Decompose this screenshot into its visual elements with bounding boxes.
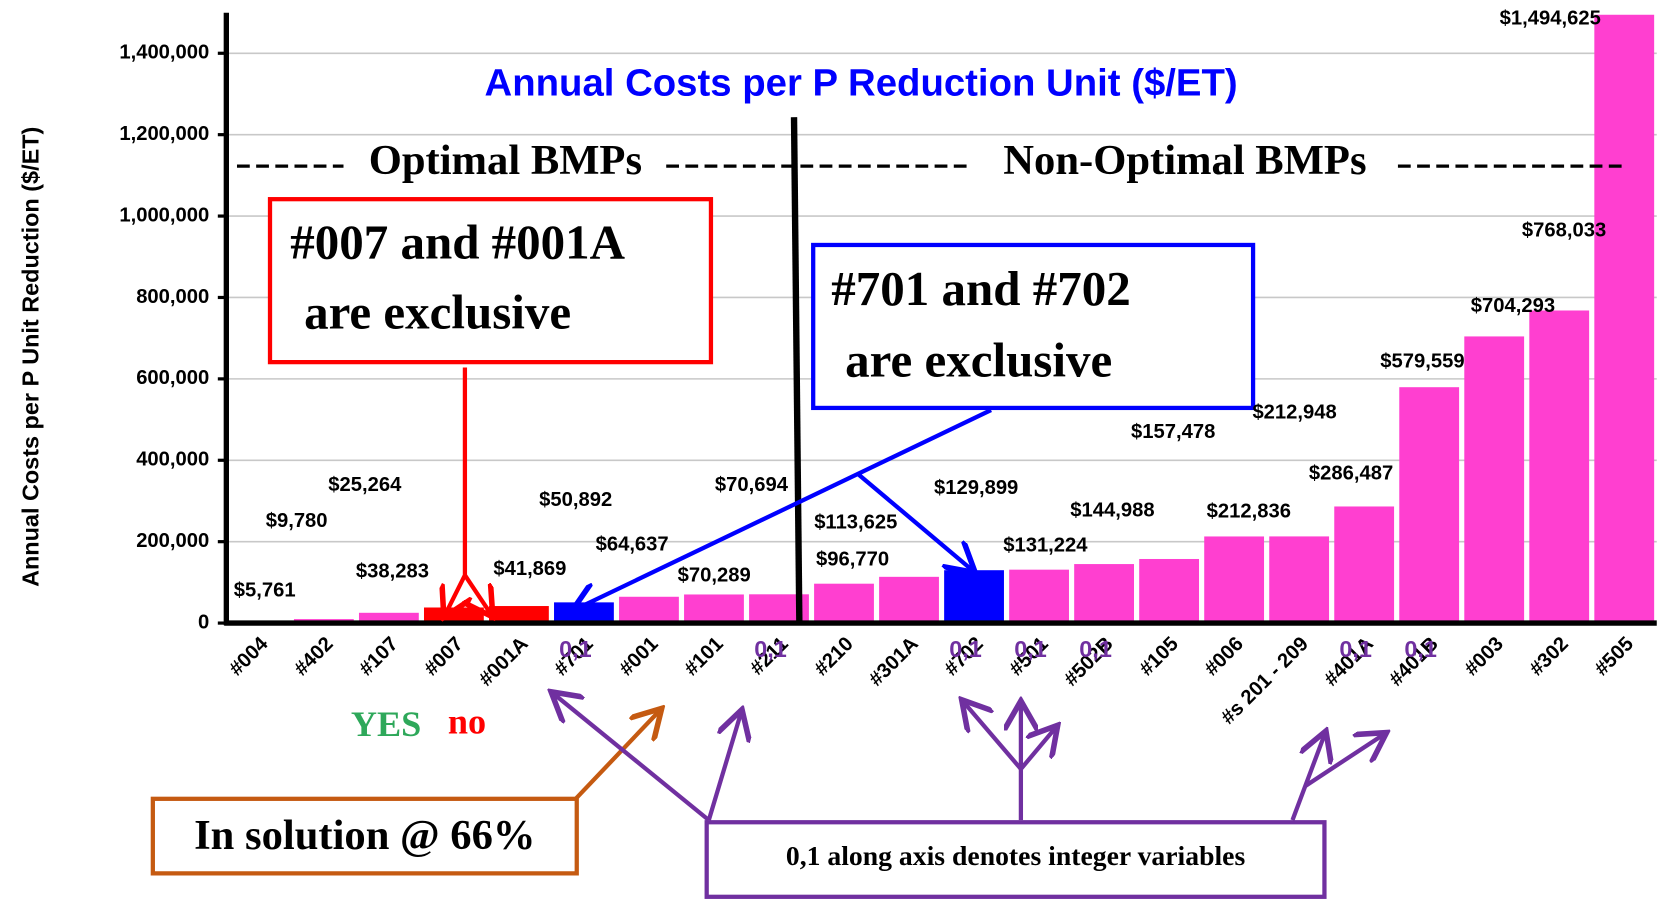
integer-label: 0,1 [559,636,592,662]
integer-box [704,820,1327,899]
bar [1139,558,1200,624]
bar [879,576,939,624]
integer-label: 0,1 [1014,636,1047,662]
non-optimal-label: Non-Optimal BMPs [1003,137,1366,184]
value-label: $5,761 [234,579,296,601]
integer-label: 0,1 [949,636,982,662]
no-label: no [448,702,486,742]
optimal-label: Optimal BMPs [369,137,642,184]
arrow [574,711,659,801]
y-tick-label: 1,200,000 [119,123,209,145]
x-tick-label: #001 [615,633,662,680]
value-label: $157,478 [1131,421,1215,443]
bar [489,606,549,624]
bar [684,594,744,624]
value-label: $144,988 [1070,500,1154,522]
bar [944,570,1004,624]
y-axis-title: Annual Costs per P Unit Reduction ($/ET) [18,127,44,587]
value-label: $212,948 [1252,402,1336,424]
value-label: $129,899 [934,477,1018,499]
box-text: are exclusive [845,333,1112,388]
exclusive-box-b [811,242,1256,411]
integer-label: 0,1 [754,636,787,662]
arrow [706,714,741,821]
bar [1399,387,1460,624]
x-tick-label: #301A [865,633,923,691]
x-tick-label: #006 [1200,633,1247,680]
arrow [1304,735,1383,788]
y-tick-label: 0 [198,611,209,633]
y-tick-label: 400,000 [136,449,209,471]
value-label: $768,033 [1522,219,1606,241]
arrow [576,408,992,609]
x-tick-label: #101 [680,633,727,680]
box-text: 0,1 along axis denotes integer variables [786,840,1246,871]
solution-box [150,796,579,876]
value-label: $131,224 [1003,535,1088,557]
divider [790,117,803,624]
value-label: $41,869 [493,558,566,580]
bar [1204,536,1265,624]
arrow [465,573,491,613]
box-text: In solution @ 66% [194,812,535,859]
integer-label: 0,1 [1079,636,1112,662]
box-text: #007 and #001A [290,214,625,269]
value-label: $64,637 [596,534,669,556]
arrows [446,367,1383,822]
x-tick-label: #107 [355,633,402,680]
value-label: $704,293 [1471,295,1555,317]
value-label: $50,892 [539,489,612,511]
x-tick-label: #004 [225,632,273,680]
arrow [856,472,972,570]
bar [1269,536,1330,624]
value-label: $9,780 [266,510,328,532]
bar [1464,336,1525,624]
y-tick-label: 200,000 [136,530,209,552]
box-text: are exclusive [304,285,571,340]
x-tick-label: #007 [420,633,467,680]
arrow [1019,729,1055,771]
exclusive-box-a [267,197,714,365]
bar [1529,310,1590,624]
integer-label: 0,1 [1404,636,1437,662]
bar [814,583,874,624]
bar [1334,506,1395,624]
value-label: $212,836 [1207,501,1291,523]
arrow [446,367,465,613]
arrow [1290,735,1324,821]
value-label: $579,559 [1380,350,1464,372]
arrow [554,694,711,822]
x-tick-label: #402 [290,633,337,680]
integer-label: 0,1 [1339,636,1372,662]
x-tick-label: #001A [475,633,533,691]
value-label: $25,264 [328,474,402,496]
value-label: $1,494,625 [1500,8,1601,30]
y-tick-label: 600,000 [136,367,209,389]
bar [1074,564,1134,624]
chart-title: Annual Costs per P Reduction Unit ($/ET) [485,61,1238,104]
bar [1009,569,1069,624]
x-tick-label: #210 [810,633,857,680]
bars [228,14,1655,624]
value-label: $70,694 [715,474,789,496]
bar [619,596,679,624]
value-label: $96,770 [816,549,889,571]
value-label: $286,487 [1309,462,1393,484]
y-tick-label: 1,400,000 [119,42,209,64]
yes-label: YES [351,704,421,744]
arrow [964,703,1023,771]
bar [358,612,419,624]
x-tick-label: #003 [1461,633,1508,680]
x-tick-label: #105 [1135,633,1182,680]
y-tick-label: 1,000,000 [119,204,209,226]
value-label: $113,625 [814,511,897,533]
value-label: $70,289 [678,565,751,587]
value-label: $38,283 [356,560,429,582]
y-tick-label: 800,000 [136,286,209,308]
x-tick-label: #505 [1591,633,1638,680]
box-text: #701 and #702 [831,261,1130,316]
x-tick-label: #302 [1526,633,1573,680]
bar [1594,14,1655,624]
